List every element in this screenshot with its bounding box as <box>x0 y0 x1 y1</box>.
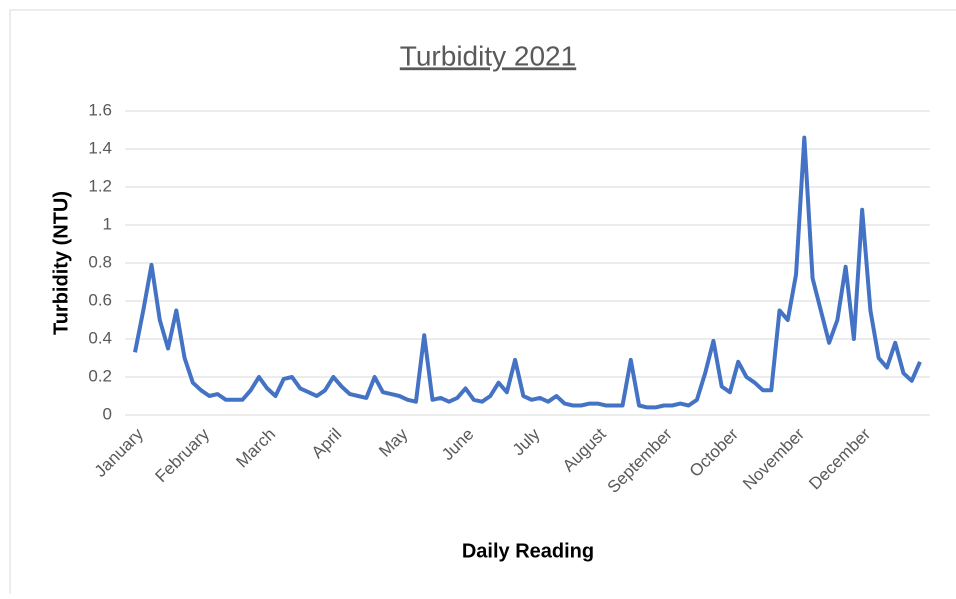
y-tick-label: 0 <box>103 404 112 423</box>
chart-title: Turbidity 2021 <box>400 40 576 71</box>
y-tick-label: 0.2 <box>88 366 112 385</box>
y-tick-label: 0.4 <box>88 328 112 347</box>
y-axis-title: Turbidity (NTU) <box>50 191 72 335</box>
x-axis-title: Daily Reading <box>462 540 594 562</box>
y-tick-label: 0.6 <box>88 290 112 309</box>
y-tick-label: 0.8 <box>88 252 112 271</box>
y-tick-label: 1.4 <box>88 138 112 157</box>
chart-frame <box>9 9 956 599</box>
y-tick-label: 1.2 <box>88 176 112 195</box>
data-line <box>133 135 922 410</box>
y-tick-label: 1 <box>103 214 112 233</box>
y-tick-label: 1.6 <box>88 100 112 119</box>
